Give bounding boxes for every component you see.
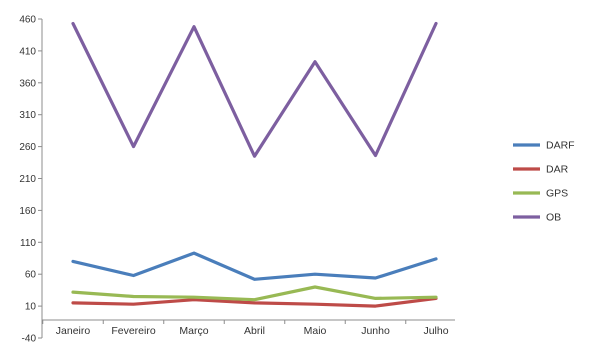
series-line-darf [71,251,438,281]
series-line-gps [71,285,438,302]
x-tick-label: Maio [304,325,327,337]
y-tick-label: 360 [19,78,36,89]
y-tick-label: 260 [19,142,36,153]
y-tick-label: 460 [19,15,36,26]
y-tick-label: 410 [19,46,36,57]
legend: DARF DAR GPS OB [513,140,575,224]
y-tick-label: 110 [20,238,36,249]
legend-label-darf: DARF [546,140,575,152]
x-tick-label: Março [179,325,208,337]
x-tick-label: Julho [423,325,448,337]
y-tick-label: -40 [22,334,37,344]
series-lines [71,21,438,308]
y-tick-label: 310 [19,110,36,121]
series-line-ob [71,21,438,158]
legend-label-dar: DAR [546,164,569,176]
x-tick-label: Abril [244,325,265,337]
y-tick-label: 210 [19,174,36,185]
legend-label-gps: GPS [546,188,568,200]
y-tick-label: 160 [19,206,36,217]
x-tick-label: Junho [361,325,390,337]
series-line-dar [71,296,438,308]
y-tick-label: 10 [25,302,37,313]
axes: -40 10 60 110 160 210 260 310 360 410 460 Janeiro Fe… [19,15,455,345]
x-tick-label: Fevereiro [111,325,156,337]
y-tick-label: 60 [25,270,37,281]
x-tick-label: Janeiro [56,325,91,337]
legend-label-ob: OB [546,212,561,224]
